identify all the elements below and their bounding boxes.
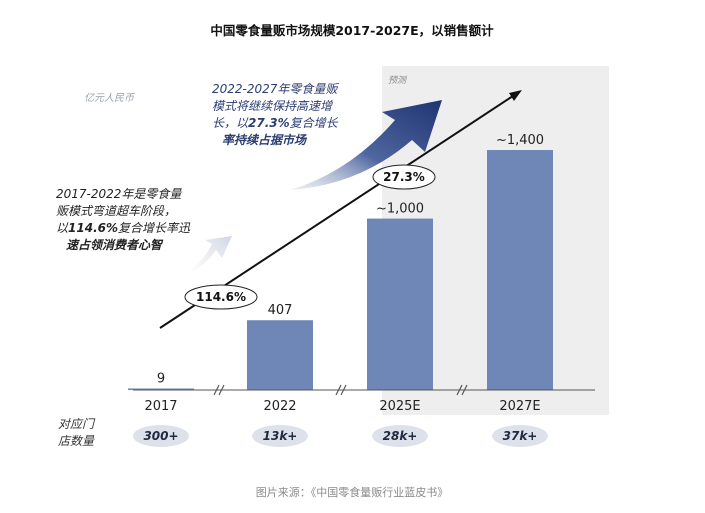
cagr-value-2: 27.3% — [383, 170, 425, 184]
x-tick-label-2025E: 2025E — [379, 399, 420, 414]
annotation-late-line1: 2022-2027年零食量贩 — [212, 82, 339, 96]
store-count-value-1: 13k+ — [263, 429, 298, 443]
bar-2022 — [247, 320, 313, 390]
growth-swoosh-large — [290, 100, 442, 190]
value-label-2025E: ~1,000 — [376, 202, 424, 217]
annotation-early-line4: 速占领消费者心智 — [66, 238, 164, 252]
bar-2027E — [487, 150, 553, 390]
bar-2025E — [367, 218, 433, 390]
forecast-label: 预测 — [388, 75, 408, 86]
chart-title: 中国零食量贩市场规模2017-2027E，以销售额计 — [210, 23, 494, 38]
x-tick-label-2022: 2022 — [263, 399, 296, 414]
axis-break-1 — [213, 384, 225, 396]
annotation-late-line2: 模式将继续保持高速增 — [212, 99, 333, 113]
growth-swoosh-small — [190, 236, 232, 272]
annotation-late-line3: 长，以27.3%复合增长 — [212, 116, 339, 130]
store-count-pill-0 — [133, 425, 189, 447]
store-count-group: 300+ 13k+ 28k+ 37k+ — [133, 425, 548, 447]
cagr-badge-1: 114.6% — [184, 284, 258, 310]
unit-label: 亿元人民币 — [84, 92, 136, 104]
axis-break-3 — [456, 384, 468, 396]
cagr-value-1: 114.6% — [196, 290, 246, 304]
annotation-late-line4: 率持续占据市场 — [222, 133, 308, 147]
store-count-value-3: 37k+ — [503, 429, 538, 443]
cagr-badge-2: 27.3% — [372, 164, 436, 190]
value-label-2017: 9 — [157, 371, 165, 386]
value-label-2022: 407 — [268, 303, 293, 318]
x-tick-label-2027E: 2027E — [499, 399, 540, 414]
annotation-late: 2022-2027年零食量贩 模式将继续保持高速增 长，以27.3%复合增长 率… — [212, 82, 339, 147]
bar-2017 — [128, 388, 194, 390]
store-count-value-0: 300+ — [143, 429, 178, 443]
annotation-early-line2: 贩模式弯道超车阶段， — [56, 204, 176, 218]
store-count-pill-1 — [252, 425, 308, 447]
store-count-value-2: 28k+ — [383, 429, 418, 443]
annotation-early-line3: 以114.6%复合增长率迅 — [56, 221, 191, 235]
annotation-early-line1: 2017-2022年是零食量 — [56, 187, 182, 201]
bars-group: 9 2017 407 2022 ~1,000 2025E ~1,400 2027E — [128, 133, 553, 414]
store-count-title-line1: 对应门 — [58, 417, 96, 431]
store-count-pill-3 — [492, 425, 548, 447]
store-count-title-line2: 店数量 — [58, 434, 95, 448]
source-note: 图片来源：《中国零食量贩行业蓝皮书》 — [256, 485, 449, 499]
value-label-2027E: ~1,400 — [496, 133, 544, 148]
annotation-early: 2017-2022年是零食量 贩模式弯道超车阶段， 以114.6%复合增长率迅 … — [56, 187, 191, 252]
x-tick-label-2017: 2017 — [144, 399, 177, 414]
store-count-pill-2 — [372, 425, 428, 447]
axis-break-2 — [335, 384, 347, 396]
x-axis — [133, 384, 595, 396]
trend-arrow-head — [509, 90, 522, 101]
